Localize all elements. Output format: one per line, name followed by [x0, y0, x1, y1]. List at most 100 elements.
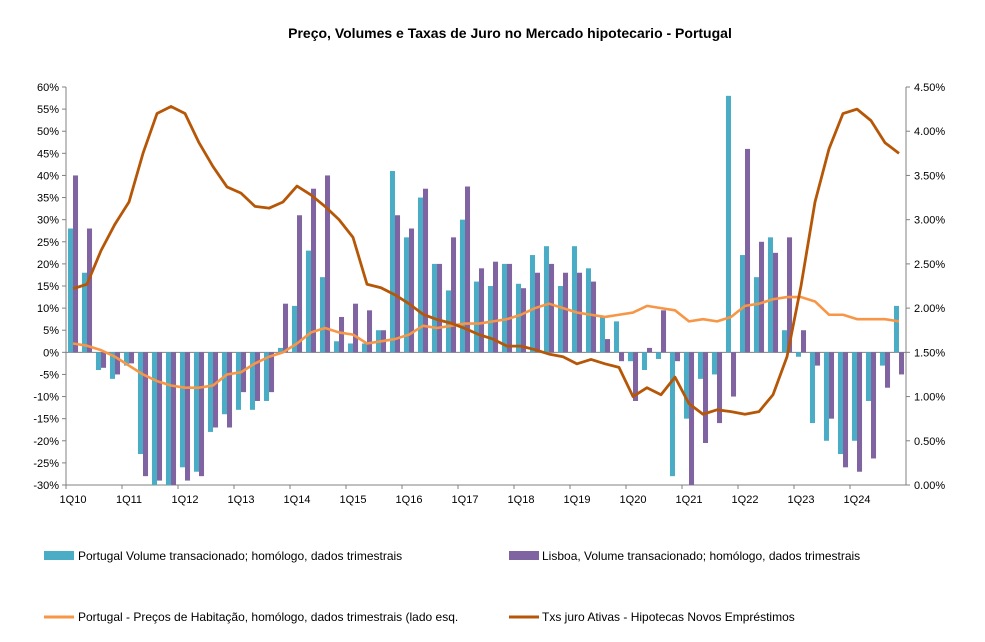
bar-portugal-volume: [389, 171, 395, 353]
bar-portugal-volume: [837, 352, 843, 455]
ticks-layer: 60% 55% 50% 45% 40% 35% 30% 25% 20% 15% 10% 5% 0% -5%…: [33, 82, 945, 506]
bar-portugal-volume: [417, 197, 423, 353]
bar-portugal-volume: [725, 95, 731, 353]
bar-portugal-volume: [655, 352, 661, 359]
x-tick-label: 1Q16: [396, 494, 423, 506]
bar-portugal-volume: [851, 352, 857, 441]
line-house-prices: [72, 295, 900, 390]
right-tick-label: 3.50%: [914, 170, 945, 182]
bar-portugal-volume: [403, 237, 409, 353]
legend-label-lisboa-volume: Lisboa, Volume transacionado; homólogo, …: [542, 549, 860, 563]
bars-layer: [67, 95, 905, 485]
bar-lisboa-volume: [773, 252, 779, 353]
bar-portugal-volume: [221, 352, 227, 415]
x-tick-label: 1Q17: [452, 494, 479, 506]
bar-lisboa-volume: [815, 352, 821, 366]
bar-portugal-volume: [361, 343, 367, 353]
bar-lisboa-volume: [339, 316, 345, 353]
bar-lisboa-volume: [227, 352, 233, 428]
bar-lisboa-volume: [423, 188, 429, 353]
left-tick-label: 10%: [37, 303, 59, 315]
left-tick-label: 45%: [37, 148, 59, 160]
bar-lisboa-volume: [73, 175, 79, 353]
bar-lisboa-volume: [493, 261, 499, 353]
bar-lisboa-volume: [731, 352, 737, 397]
bar-lisboa-volume: [619, 352, 625, 362]
bar-portugal-volume: [81, 272, 87, 353]
bar-lisboa-volume: [171, 352, 177, 485]
left-tick-label: -15%: [33, 414, 59, 426]
legend-label-interest-rate: Txs juro Ativas - Hipotecas Novos Emprés…: [542, 610, 795, 624]
bar-lisboa-volume: [745, 148, 751, 353]
bar-lisboa-volume: [479, 268, 485, 353]
bar-portugal-volume: [683, 352, 689, 419]
bar-lisboa-volume: [535, 272, 541, 353]
right-tick-label: 1.50%: [914, 347, 945, 359]
left-tick-label: 50%: [37, 126, 59, 138]
bar-portugal-volume: [501, 263, 507, 353]
bar-portugal-volume: [823, 352, 829, 441]
axes-layer: [65, 87, 907, 486]
bar-portugal-volume: [473, 281, 479, 353]
left-tick-label: 5%: [43, 325, 59, 337]
left-tick-label: -20%: [33, 436, 59, 448]
x-tick-label: 1Q12: [172, 494, 199, 506]
bar-portugal-volume: [193, 352, 199, 472]
left-tick-label: 35%: [37, 193, 59, 205]
right-tick-label: 0.00%: [914, 480, 945, 492]
bar-lisboa-volume: [507, 263, 513, 353]
bar-lisboa-volume: [269, 352, 275, 393]
bar-portugal-volume: [781, 330, 787, 353]
legend-label-portugal-volume: Portugal Volume transacionado; homólogo,…: [78, 549, 402, 563]
bar-portugal-volume: [431, 263, 437, 353]
x-tick-label: 1Q14: [284, 494, 311, 506]
bar-lisboa-volume: [787, 237, 793, 353]
x-tick-label: 1Q23: [788, 494, 815, 506]
x-tick-label: 1Q15: [340, 494, 367, 506]
bar-lisboa-volume: [437, 263, 443, 353]
bar-portugal-volume: [627, 352, 633, 362]
x-tick-label: 1Q18: [508, 494, 535, 506]
bar-portugal-volume: [515, 283, 521, 353]
bar-portugal-volume: [305, 250, 311, 353]
bar-lisboa-volume: [563, 272, 569, 353]
bar-portugal-volume: [109, 352, 115, 379]
right-tick-label: 3.00%: [914, 215, 945, 227]
bar-portugal-volume: [711, 352, 717, 375]
right-tick-label: 1.00%: [914, 392, 945, 404]
bar-lisboa-volume: [857, 352, 863, 472]
bar-portugal-volume: [599, 316, 605, 353]
bar-portugal-volume: [333, 341, 339, 353]
bar-portugal-volume: [865, 352, 871, 401]
bar-lisboa-volume: [87, 228, 93, 353]
bar-portugal-volume: [893, 305, 899, 353]
bar-portugal-volume: [319, 277, 325, 353]
bar-portugal-volume: [95, 352, 101, 371]
right-tick-label: 2.00%: [914, 303, 945, 315]
bar-lisboa-volume: [633, 352, 639, 401]
bar-lisboa-volume: [255, 352, 261, 401]
bar-lisboa-volume: [899, 352, 905, 375]
bar-portugal-volume: [879, 352, 885, 366]
left-tick-label: 55%: [37, 104, 59, 116]
bar-portugal-volume: [739, 255, 745, 353]
bar-portugal-volume: [753, 277, 759, 353]
bar-lisboa-volume: [185, 352, 191, 481]
bar-lisboa-volume: [843, 352, 849, 468]
bar-lisboa-volume: [591, 281, 597, 353]
bar-lisboa-volume: [451, 237, 457, 353]
x-tick-label: 1Q19: [564, 494, 591, 506]
bar-lisboa-volume: [801, 330, 807, 353]
bar-portugal-volume: [809, 352, 815, 424]
bar-portugal-volume: [571, 246, 577, 353]
bar-portugal-volume: [557, 286, 563, 353]
bar-portugal-volume: [347, 343, 353, 353]
bar-portugal-volume: [459, 219, 465, 353]
bar-portugal-volume: [697, 352, 703, 379]
x-tick-label: 1Q10: [60, 494, 87, 506]
bar-lisboa-volume: [465, 186, 471, 353]
bar-portugal-volume: [235, 352, 241, 410]
x-tick-label: 1Q20: [620, 494, 647, 506]
